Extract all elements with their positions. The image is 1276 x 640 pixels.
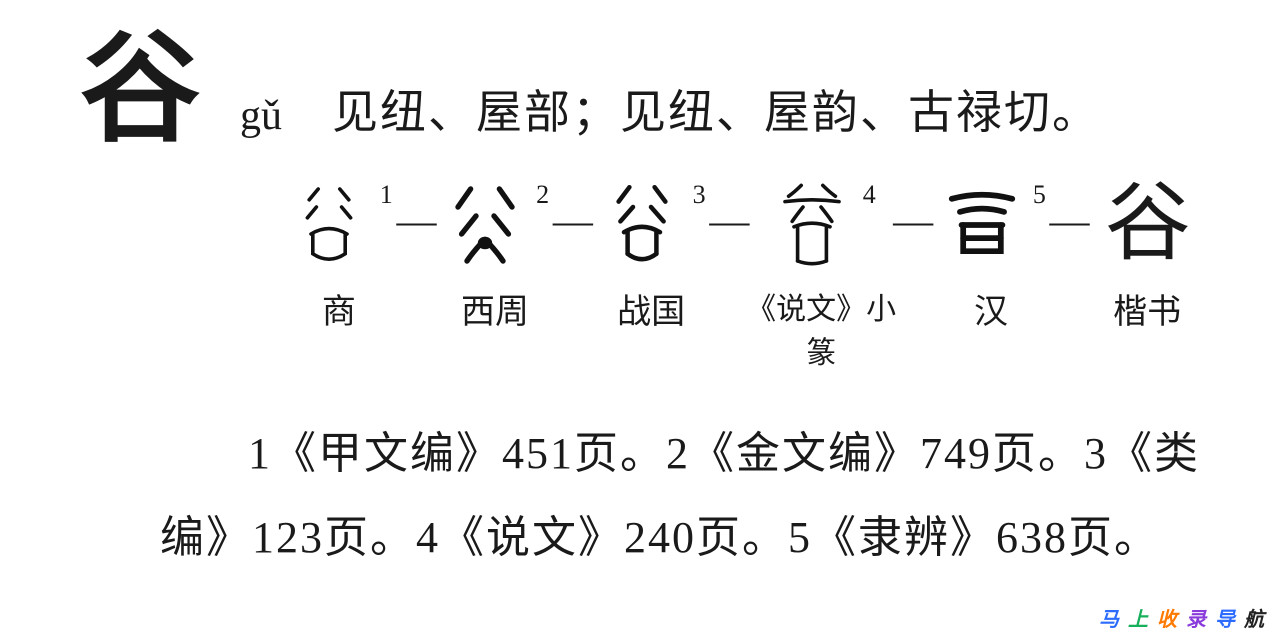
watermark: 马 上 收 录 导 航 [1099,603,1266,632]
evo-form-6: 谷 [1080,180,1216,280]
wm-char: 导 [1215,609,1237,631]
evolution-label-row: 商 西周 战国 《说文》小篆 汉 楷书 [270,284,1216,372]
evo-label-1: 商 [270,284,408,372]
wm-char: 马 [1099,609,1121,631]
evo-label-4: 《说文》小篆 [738,284,903,372]
evo-form-2: 2 [426,180,562,280]
evo-sup-2: 2 [536,180,549,210]
evo-sup-3: 3 [693,180,706,210]
evo-label-2: 西周 [426,284,564,372]
evo-glyph-6: 谷 [1105,180,1191,280]
evo-label-6: 楷书 [1078,284,1216,372]
evo-form-1: 1 [270,180,406,280]
wm-char: 录 [1186,609,1208,631]
evo-sup-1: 1 [380,180,393,210]
evo-glyph-5: 5 [937,180,1046,280]
wm-char: 收 [1157,609,1179,631]
wm-char: 上 [1128,609,1150,631]
evo-glyph-1: 1 [284,180,393,280]
evo-label-5: 汉 [922,284,1060,372]
entry-header: 谷 gǔ 见纽、屋部；见纽、屋韵、古禄切。 [80,30,1216,150]
pinyin: gǔ [240,92,282,140]
evolution-glyph-row: 1 — 2 [270,180,1216,280]
references: 1《甲文编》451页。2《金文编》749页。3《类编》123页。4《说文》240… [160,412,1216,579]
evolution-block: 1 — 2 [270,180,1216,372]
evo-glyph-3: 3 [597,180,706,280]
evo-glyph-4: 4 [767,180,876,280]
evo-form-5: 5 [923,180,1059,280]
evo-form-4: 4 [739,180,903,280]
evo-form-3: 3 [583,180,719,280]
evo-label-3: 战国 [582,284,720,372]
wm-char: 航 [1244,609,1266,631]
page: 谷 gǔ 见纽、屋部；见纽、屋韵、古禄切。 1 [0,0,1276,640]
phonology: 见纽、屋部；见纽、屋韵、古禄切。 [332,76,1100,142]
evo-sup-5: 5 [1033,180,1046,210]
evo-sup-4: 4 [863,180,876,210]
evo-glyph-2: 2 [440,180,549,280]
headword: 谷 [80,30,200,150]
